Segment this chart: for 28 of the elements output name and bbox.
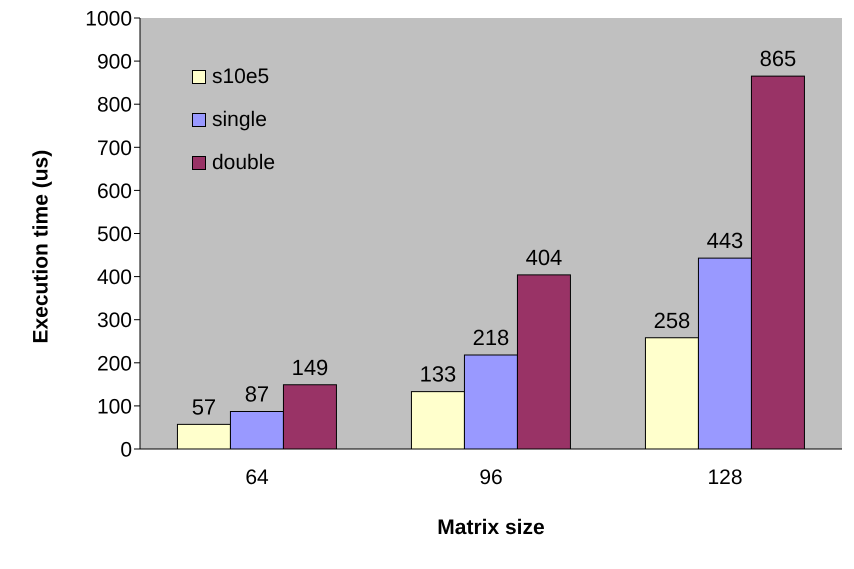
x-tick-label: 128 — [707, 466, 743, 489]
y-tick-label: 1000 — [85, 7, 132, 30]
y-axis-title: Execution time (us) — [29, 150, 52, 344]
y-tick-label: 500 — [96, 222, 132, 246]
x-tick-label: 96 — [479, 466, 503, 489]
data-label: 57 — [192, 394, 216, 420]
legend-label: single — [212, 108, 267, 132]
y-tick-label: 200 — [96, 352, 132, 376]
x-tick-label: 64 — [245, 466, 269, 489]
data-label: 87 — [244, 382, 270, 407]
data-label: 133 — [420, 362, 456, 387]
data-label: 443 — [706, 228, 744, 254]
y-tick-label: 800 — [96, 94, 132, 117]
data-label: 404 — [526, 244, 562, 270]
y-tick-label: 900 — [96, 50, 132, 74]
y-tick-label: 700 — [96, 136, 132, 160]
data-label: 218 — [472, 325, 510, 350]
y-tick-label: 0 — [120, 438, 132, 462]
y-tick-label: 400 — [96, 266, 132, 290]
data-label: 865 — [760, 46, 796, 72]
y-tick-label: 300 — [96, 309, 132, 332]
x-axis-title: Matrix size — [437, 516, 545, 539]
legend-label: s10e5 — [212, 64, 270, 88]
legend-label: double — [212, 150, 276, 174]
data-label: 149 — [292, 354, 328, 380]
y-tick-label: 100 — [96, 395, 132, 418]
data-label: 258 — [654, 308, 690, 333]
y-tick-label: 600 — [96, 180, 132, 203]
